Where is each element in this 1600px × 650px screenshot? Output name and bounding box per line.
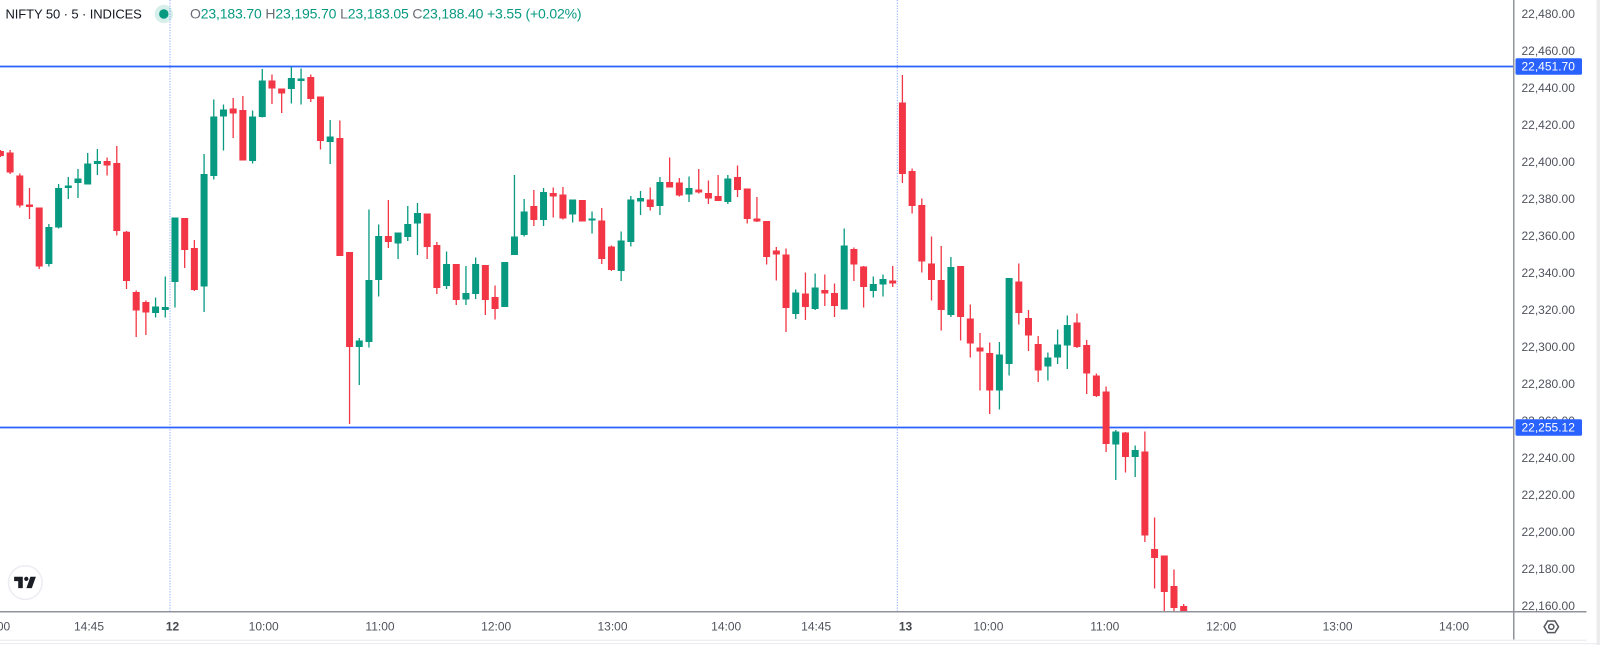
svg-text:22,480.00: 22,480.00 [1522,7,1576,21]
svg-text:22,300.00: 22,300.00 [1522,340,1576,354]
svg-text:12: 12 [166,620,180,634]
svg-text:00: 00 [0,620,10,634]
svg-text:11:00: 11:00 [1090,620,1119,634]
svg-text:13: 13 [899,620,913,634]
svg-text:22,380.00: 22,380.00 [1522,192,1576,206]
svg-text:22,340.00: 22,340.00 [1522,266,1576,280]
svg-text:22,400.00: 22,400.00 [1522,155,1576,169]
svg-text:O23,183.70 H23,195.70 L23,183.: O23,183.70 H23,195.70 L23,183.05 C23,188… [190,5,581,21]
svg-text:22,420.00: 22,420.00 [1522,118,1576,132]
svg-text:22,451.70: 22,451.70 [1522,60,1576,74]
svg-text:22,240.00: 22,240.00 [1522,451,1576,465]
svg-text:22,280.00: 22,280.00 [1522,377,1576,391]
svg-text:22,180.00: 22,180.00 [1522,562,1576,576]
svg-text:12:00: 12:00 [481,620,511,634]
svg-text:22,440.00: 22,440.00 [1522,81,1576,95]
svg-text:10:00: 10:00 [249,620,279,634]
svg-text:22,320.00: 22,320.00 [1522,303,1576,317]
svg-text:22,200.00: 22,200.00 [1522,525,1576,539]
svg-text:NIFTY 50 · 5 · INDICES: NIFTY 50 · 5 · INDICES [6,6,143,21]
svg-text:22,255.12: 22,255.12 [1522,421,1576,435]
svg-text:13:00: 13:00 [597,620,627,634]
svg-text:14:45: 14:45 [74,620,104,634]
svg-text:11:00: 11:00 [365,620,394,634]
svg-text:22,460.00: 22,460.00 [1522,44,1576,58]
svg-text:13:00: 13:00 [1323,620,1353,634]
svg-text:22,220.00: 22,220.00 [1522,488,1576,502]
svg-text:14:00: 14:00 [1439,620,1469,634]
svg-text:14:00: 14:00 [711,620,741,634]
svg-text:10:00: 10:00 [973,620,1003,634]
svg-text:22,160.00: 22,160.00 [1522,599,1576,613]
svg-text:14:45: 14:45 [801,620,831,634]
svg-text:22,360.00: 22,360.00 [1522,229,1576,243]
svg-text:12:00: 12:00 [1206,620,1236,634]
